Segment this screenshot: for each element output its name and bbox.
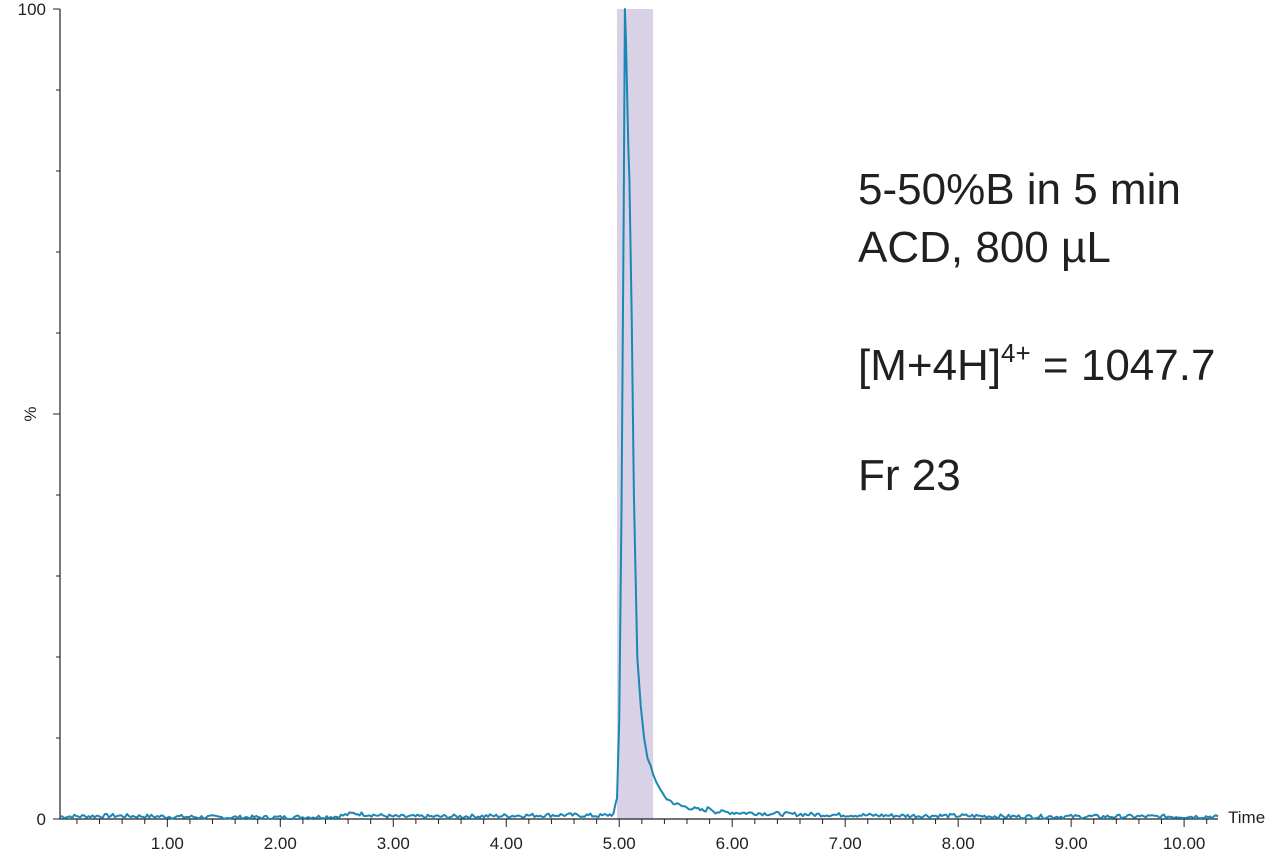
x-axis-label: Time [1228, 808, 1265, 827]
x-tick-label: 2.00 [264, 834, 297, 853]
x-tick-label: 1.00 [151, 834, 184, 853]
y-axis-label: % [21, 406, 40, 421]
x-tick-label: 6.00 [716, 834, 749, 853]
annotation-mass: [M+4H]4+ = 1047.7 [858, 340, 1215, 388]
x-tick-label: 3.00 [377, 834, 410, 853]
x-tick-label: 8.00 [942, 834, 975, 853]
annotation-gradient: 5-50%B in 5 min [858, 165, 1181, 214]
x-tick-label: 9.00 [1055, 834, 1088, 853]
annotation-mass-charge: 4+ [1001, 338, 1031, 368]
y-tick-label: 100 [18, 0, 46, 19]
x-tick-label: 5.00 [603, 834, 636, 853]
annotation-volume: ACD, 800 µL [858, 223, 1111, 272]
annotation-fraction: Fr 23 [858, 451, 961, 500]
annotation-mass-value: = 1047.7 [1030, 341, 1216, 390]
annotation-mass-ion: [M+4H] [858, 341, 1002, 390]
x-tick-label: 7.00 [829, 834, 862, 853]
x-tick-label: 4.00 [490, 834, 523, 853]
y-tick-label: 0 [37, 810, 46, 829]
chromatogram-trace-0 [59, 8, 1219, 820]
x-tick-label: 10.00 [1163, 834, 1206, 853]
